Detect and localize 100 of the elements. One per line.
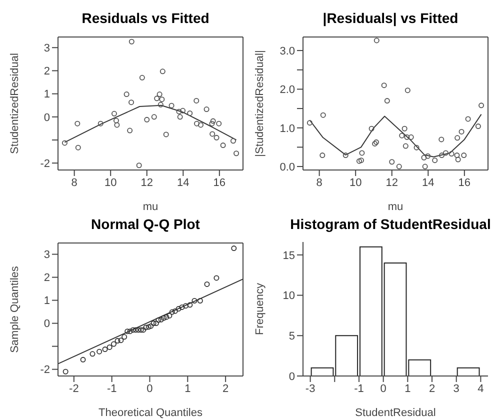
y-tick-label: 2 (44, 272, 50, 284)
point (179, 304, 185, 310)
point (368, 126, 374, 132)
point (127, 328, 133, 334)
y-tick-label: 0 (44, 318, 50, 330)
point (62, 140, 68, 146)
point (214, 275, 220, 281)
point (128, 100, 134, 106)
point (475, 124, 481, 130)
y-axis-title: Frequency (254, 282, 266, 335)
point (438, 136, 444, 142)
chart-title: Histogram of StudentResidual (289, 215, 492, 234)
point (128, 38, 134, 44)
point (144, 116, 150, 122)
y-tick-label: 3 (44, 249, 50, 262)
point (414, 144, 420, 150)
point (210, 131, 216, 137)
point (230, 138, 236, 144)
point (132, 327, 138, 333)
point (74, 120, 80, 126)
point (204, 281, 210, 287)
x-tick-label: 10 (349, 176, 362, 189)
y-tick-label: 1 (44, 295, 50, 308)
point (399, 132, 405, 138)
point (153, 320, 159, 326)
point (183, 303, 189, 309)
x-axis-title: mu (142, 201, 158, 213)
point (158, 316, 164, 322)
point (154, 96, 160, 102)
y-tick-label: 0 (44, 112, 50, 124)
point (96, 348, 102, 354)
y-tick-label: 15 (282, 250, 295, 262)
x-tick-label: 2 (222, 382, 229, 395)
x-tick-label: 8 (71, 176, 78, 189)
point (176, 306, 182, 312)
point (454, 152, 460, 158)
x-tick-label: -3 (305, 382, 316, 395)
point (216, 120, 222, 126)
point (220, 142, 226, 148)
point (455, 156, 461, 162)
x-tick-label: 14 (177, 176, 190, 189)
x-tick-label: 16 (458, 176, 471, 189)
point (402, 126, 408, 132)
point (320, 112, 326, 118)
point (204, 106, 210, 112)
point (214, 134, 220, 140)
point (197, 298, 203, 304)
point (356, 158, 362, 164)
point (402, 143, 408, 149)
point (110, 341, 116, 347)
point (478, 102, 484, 108)
point (106, 344, 112, 350)
point (90, 351, 96, 357)
point (114, 122, 120, 128)
point (80, 356, 86, 362)
point (180, 108, 186, 114)
point (114, 338, 120, 344)
point (148, 323, 154, 329)
point (111, 110, 117, 116)
point (122, 334, 128, 340)
y-axis-title: |StudentizedResidual| (254, 50, 266, 157)
point (130, 327, 136, 333)
point (432, 158, 438, 164)
point (342, 152, 348, 158)
x-tick-label: 8 (316, 176, 322, 189)
point (454, 135, 460, 141)
y-tick-label: 10 (282, 290, 295, 302)
point (102, 346, 108, 352)
y-tick-label: 0 (288, 370, 295, 383)
y-tick-label: 5 (288, 330, 295, 343)
point (168, 102, 174, 108)
x-tick-label: -1 (106, 382, 117, 395)
y-tick-label: 2 (44, 66, 50, 78)
point (161, 315, 167, 321)
x-tick-label: 0 (380, 382, 386, 395)
point (139, 74, 145, 80)
point (172, 308, 178, 314)
point (156, 92, 162, 98)
point (127, 128, 133, 134)
point (118, 338, 124, 344)
x-tick-label: 3 (453, 382, 460, 395)
point (458, 128, 464, 134)
point (404, 88, 410, 94)
chart-title: Normal Q-Q Plot (90, 215, 201, 234)
y-axis-title: Sample Quantiles (8, 266, 21, 353)
point (177, 114, 183, 120)
x-axis-title: Theoretical Quantiles (98, 407, 203, 419)
point (381, 82, 387, 88)
point (136, 327, 142, 333)
point (396, 164, 402, 170)
point (169, 309, 175, 315)
x-tick-label: 2 (428, 382, 436, 395)
x-tick-label: 16 (213, 176, 226, 189)
point (140, 327, 146, 333)
point (138, 327, 144, 333)
point (98, 120, 104, 126)
point (209, 120, 215, 126)
point (389, 159, 395, 165)
x-tick-label: 4 (478, 382, 484, 395)
point (150, 320, 156, 326)
